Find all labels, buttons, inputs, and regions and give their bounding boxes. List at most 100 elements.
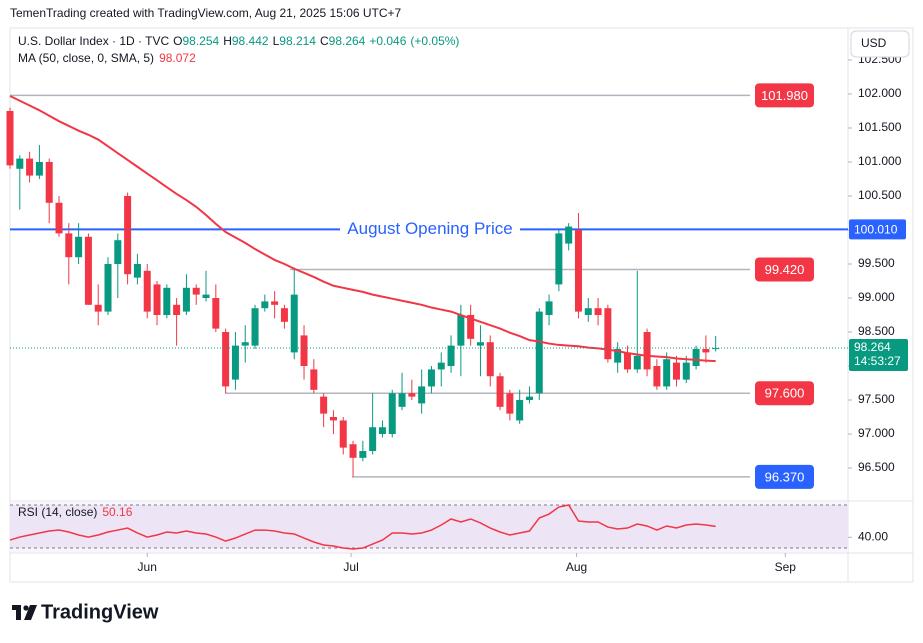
candle-body bbox=[447, 345, 455, 367]
ma-name: MA (50, close, 0, SMA, 5) bbox=[18, 51, 154, 65]
candle-body bbox=[124, 195, 132, 275]
candle-body bbox=[35, 161, 43, 176]
legend: U.S. Dollar Index · 1D · TVC O98.254 H98.4… bbox=[18, 34, 459, 48]
candle-body bbox=[672, 362, 680, 380]
symbol: U.S. Dollar Index · 1D · TVC bbox=[18, 34, 169, 48]
candle-body bbox=[457, 315, 465, 346]
header: TemenTrading created with TradingView.co… bbox=[10, 6, 402, 20]
rsi-tick-label: 40.00 bbox=[858, 529, 888, 543]
annotation: August Opening Price bbox=[347, 219, 512, 238]
y-tick-label: 96.500 bbox=[858, 460, 895, 474]
h-value: 98.442 bbox=[232, 34, 269, 48]
candle-body bbox=[437, 362, 445, 370]
o-value: 98.254 bbox=[183, 34, 220, 48]
level-badge bbox=[755, 257, 814, 282]
candle-body bbox=[339, 420, 347, 448]
change: +0.046 bbox=[369, 34, 406, 48]
rsi-pane bbox=[10, 502, 848, 552]
ma-legend: MA (50, close, 0, SMA, 5) 98.072 bbox=[18, 51, 196, 65]
c-value: 98.264 bbox=[329, 34, 366, 48]
candle-body bbox=[584, 308, 592, 316]
candle-body bbox=[623, 352, 631, 370]
candle-body bbox=[574, 229, 582, 312]
rsi-value: 50.16 bbox=[102, 505, 132, 519]
logo-dot bbox=[23, 605, 29, 611]
y-tick-label: 101.000 bbox=[858, 154, 902, 168]
candle-body bbox=[378, 427, 386, 435]
candle-body bbox=[182, 287, 190, 312]
candle-body bbox=[212, 298, 220, 329]
candle-body bbox=[163, 287, 171, 316]
y-tick-label: 98.500 bbox=[858, 324, 895, 338]
candle-body bbox=[26, 158, 34, 176]
candle-body bbox=[84, 236, 92, 305]
candle-body bbox=[663, 359, 671, 387]
candle-body bbox=[222, 332, 230, 387]
x-tick-label: Jul bbox=[343, 560, 358, 574]
candle-body bbox=[192, 287, 200, 295]
level-badge bbox=[755, 464, 814, 489]
o-letter: O bbox=[173, 34, 182, 48]
y-tick-label: 102.000 bbox=[858, 86, 902, 100]
rsi-name: RSI (14, close) bbox=[18, 505, 97, 519]
candle-body bbox=[114, 240, 122, 264]
candle-body bbox=[251, 308, 259, 346]
candle-body bbox=[427, 369, 435, 387]
candle-body bbox=[173, 304, 181, 316]
candle-body bbox=[682, 362, 690, 380]
level-badge bbox=[755, 381, 814, 406]
candle-body bbox=[565, 226, 573, 244]
rsi-band bbox=[10, 505, 848, 549]
price-label: 98.264 bbox=[854, 340, 891, 354]
level-label: 101.980 bbox=[761, 88, 808, 103]
y-tick-label: 99.500 bbox=[858, 256, 895, 270]
annotation-bg bbox=[340, 219, 520, 240]
countdown: 14:53:27 bbox=[854, 354, 901, 368]
y-tick-label: 101.500 bbox=[858, 120, 902, 134]
candle-body bbox=[143, 270, 151, 312]
l-value: 98.214 bbox=[279, 34, 316, 48]
rsi-line bbox=[9, 504, 716, 550]
rsi-legend: RSI (14, close) 50.16 bbox=[18, 505, 133, 519]
candle-body bbox=[398, 393, 406, 407]
candle-body bbox=[418, 386, 426, 404]
candle-body bbox=[594, 308, 602, 316]
currency[interactable]: USD bbox=[861, 36, 887, 50]
opening-label: 100.010 bbox=[854, 222, 898, 236]
candle-body bbox=[329, 417, 337, 421]
c-letter: C bbox=[320, 34, 329, 48]
candle-body bbox=[653, 366, 661, 387]
level-label: 97.600 bbox=[765, 386, 805, 401]
l-letter: L bbox=[273, 34, 280, 48]
candle-body bbox=[643, 332, 651, 370]
candle-body bbox=[55, 202, 63, 234]
level-badge bbox=[755, 83, 814, 108]
candle-body bbox=[94, 304, 102, 312]
x-tick-label: Jun bbox=[138, 560, 157, 574]
ma-value: 98.072 bbox=[159, 51, 196, 65]
level-label: 96.370 bbox=[765, 469, 805, 484]
candle-body bbox=[202, 294, 210, 299]
currency-button[interactable] bbox=[850, 30, 910, 58]
candle-body bbox=[369, 427, 377, 452]
candle-body bbox=[692, 349, 700, 367]
candle-body bbox=[241, 342, 249, 346]
candle-body bbox=[476, 342, 484, 346]
candle-body bbox=[359, 451, 367, 458]
candle-body bbox=[6, 110, 14, 166]
candle-body bbox=[271, 301, 279, 305]
candle-body bbox=[467, 315, 475, 339]
y-tick-label: 97.500 bbox=[858, 392, 895, 406]
candle-body bbox=[104, 264, 112, 312]
candle-body bbox=[261, 301, 269, 309]
logo-stem bbox=[16, 605, 21, 620]
candle-body bbox=[702, 349, 710, 353]
h-letter: H bbox=[223, 34, 232, 48]
candle-body bbox=[525, 396, 533, 401]
candle-body bbox=[388, 393, 396, 435]
candle-body bbox=[614, 349, 622, 363]
candle-body bbox=[633, 355, 641, 370]
change-pct: (+0.05%) bbox=[410, 34, 459, 48]
